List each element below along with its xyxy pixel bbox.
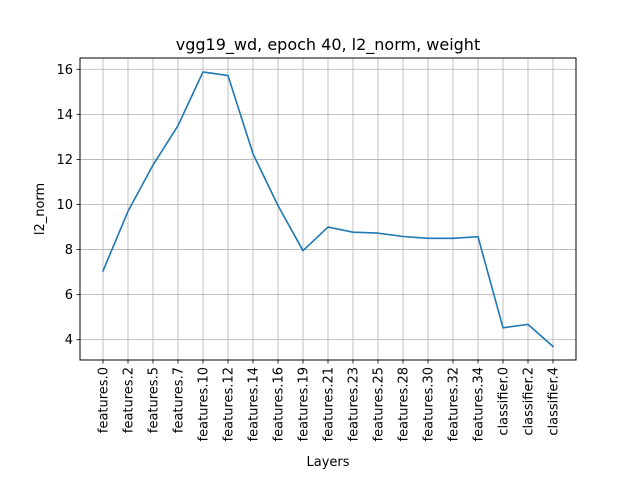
x-tick-label: features.16 — [272, 367, 287, 441]
x-tick-label: features.7 — [172, 367, 187, 433]
x-axis-label: Layers — [306, 455, 349, 470]
ticks: features.0 features.2 features.5 features.7… — [56, 63, 561, 442]
x-tick-label: features.21 — [322, 367, 337, 441]
y-tick-label: 14 — [56, 108, 73, 123]
y-tick-label: 8 — [65, 243, 73, 258]
y-tick-label: 4 — [65, 333, 73, 348]
x-tick-label: features.12 — [222, 367, 237, 441]
y-tick-label: 12 — [56, 153, 73, 168]
x-tick-label: features.25 — [372, 367, 387, 441]
x-tick-label: classifier.4 — [547, 367, 562, 436]
x-tick-label: features.34 — [472, 367, 487, 441]
x-tick-label: classifier.2 — [522, 367, 537, 436]
grid — [80, 58, 576, 360]
y-axis-label: l2_norm — [33, 183, 48, 235]
x-tick-label: features.0 — [97, 367, 112, 433]
x-tick-label: classifier.0 — [497, 367, 512, 436]
y-tick-label: 10 — [56, 198, 73, 213]
y-tick-label: 16 — [56, 63, 73, 78]
x-tick-label: features.30 — [422, 367, 437, 441]
series-layer — [101, 71, 555, 348]
x-tick-label: features.23 — [347, 367, 362, 441]
x-tick-label: features.14 — [247, 367, 262, 441]
x-tick-label: features.19 — [297, 367, 312, 441]
x-tick-label: features.32 — [447, 367, 462, 441]
series-line — [101, 71, 555, 348]
x-tick-label: features.28 — [397, 367, 412, 441]
x-tick-label: features.5 — [147, 367, 162, 433]
y-tick-label: 6 — [65, 288, 73, 303]
chart-title: vgg19_wd, epoch 40, l2_norm, weight — [176, 35, 480, 55]
x-tick-label: features.2 — [122, 367, 137, 433]
x-tick-label: features.10 — [197, 367, 212, 441]
